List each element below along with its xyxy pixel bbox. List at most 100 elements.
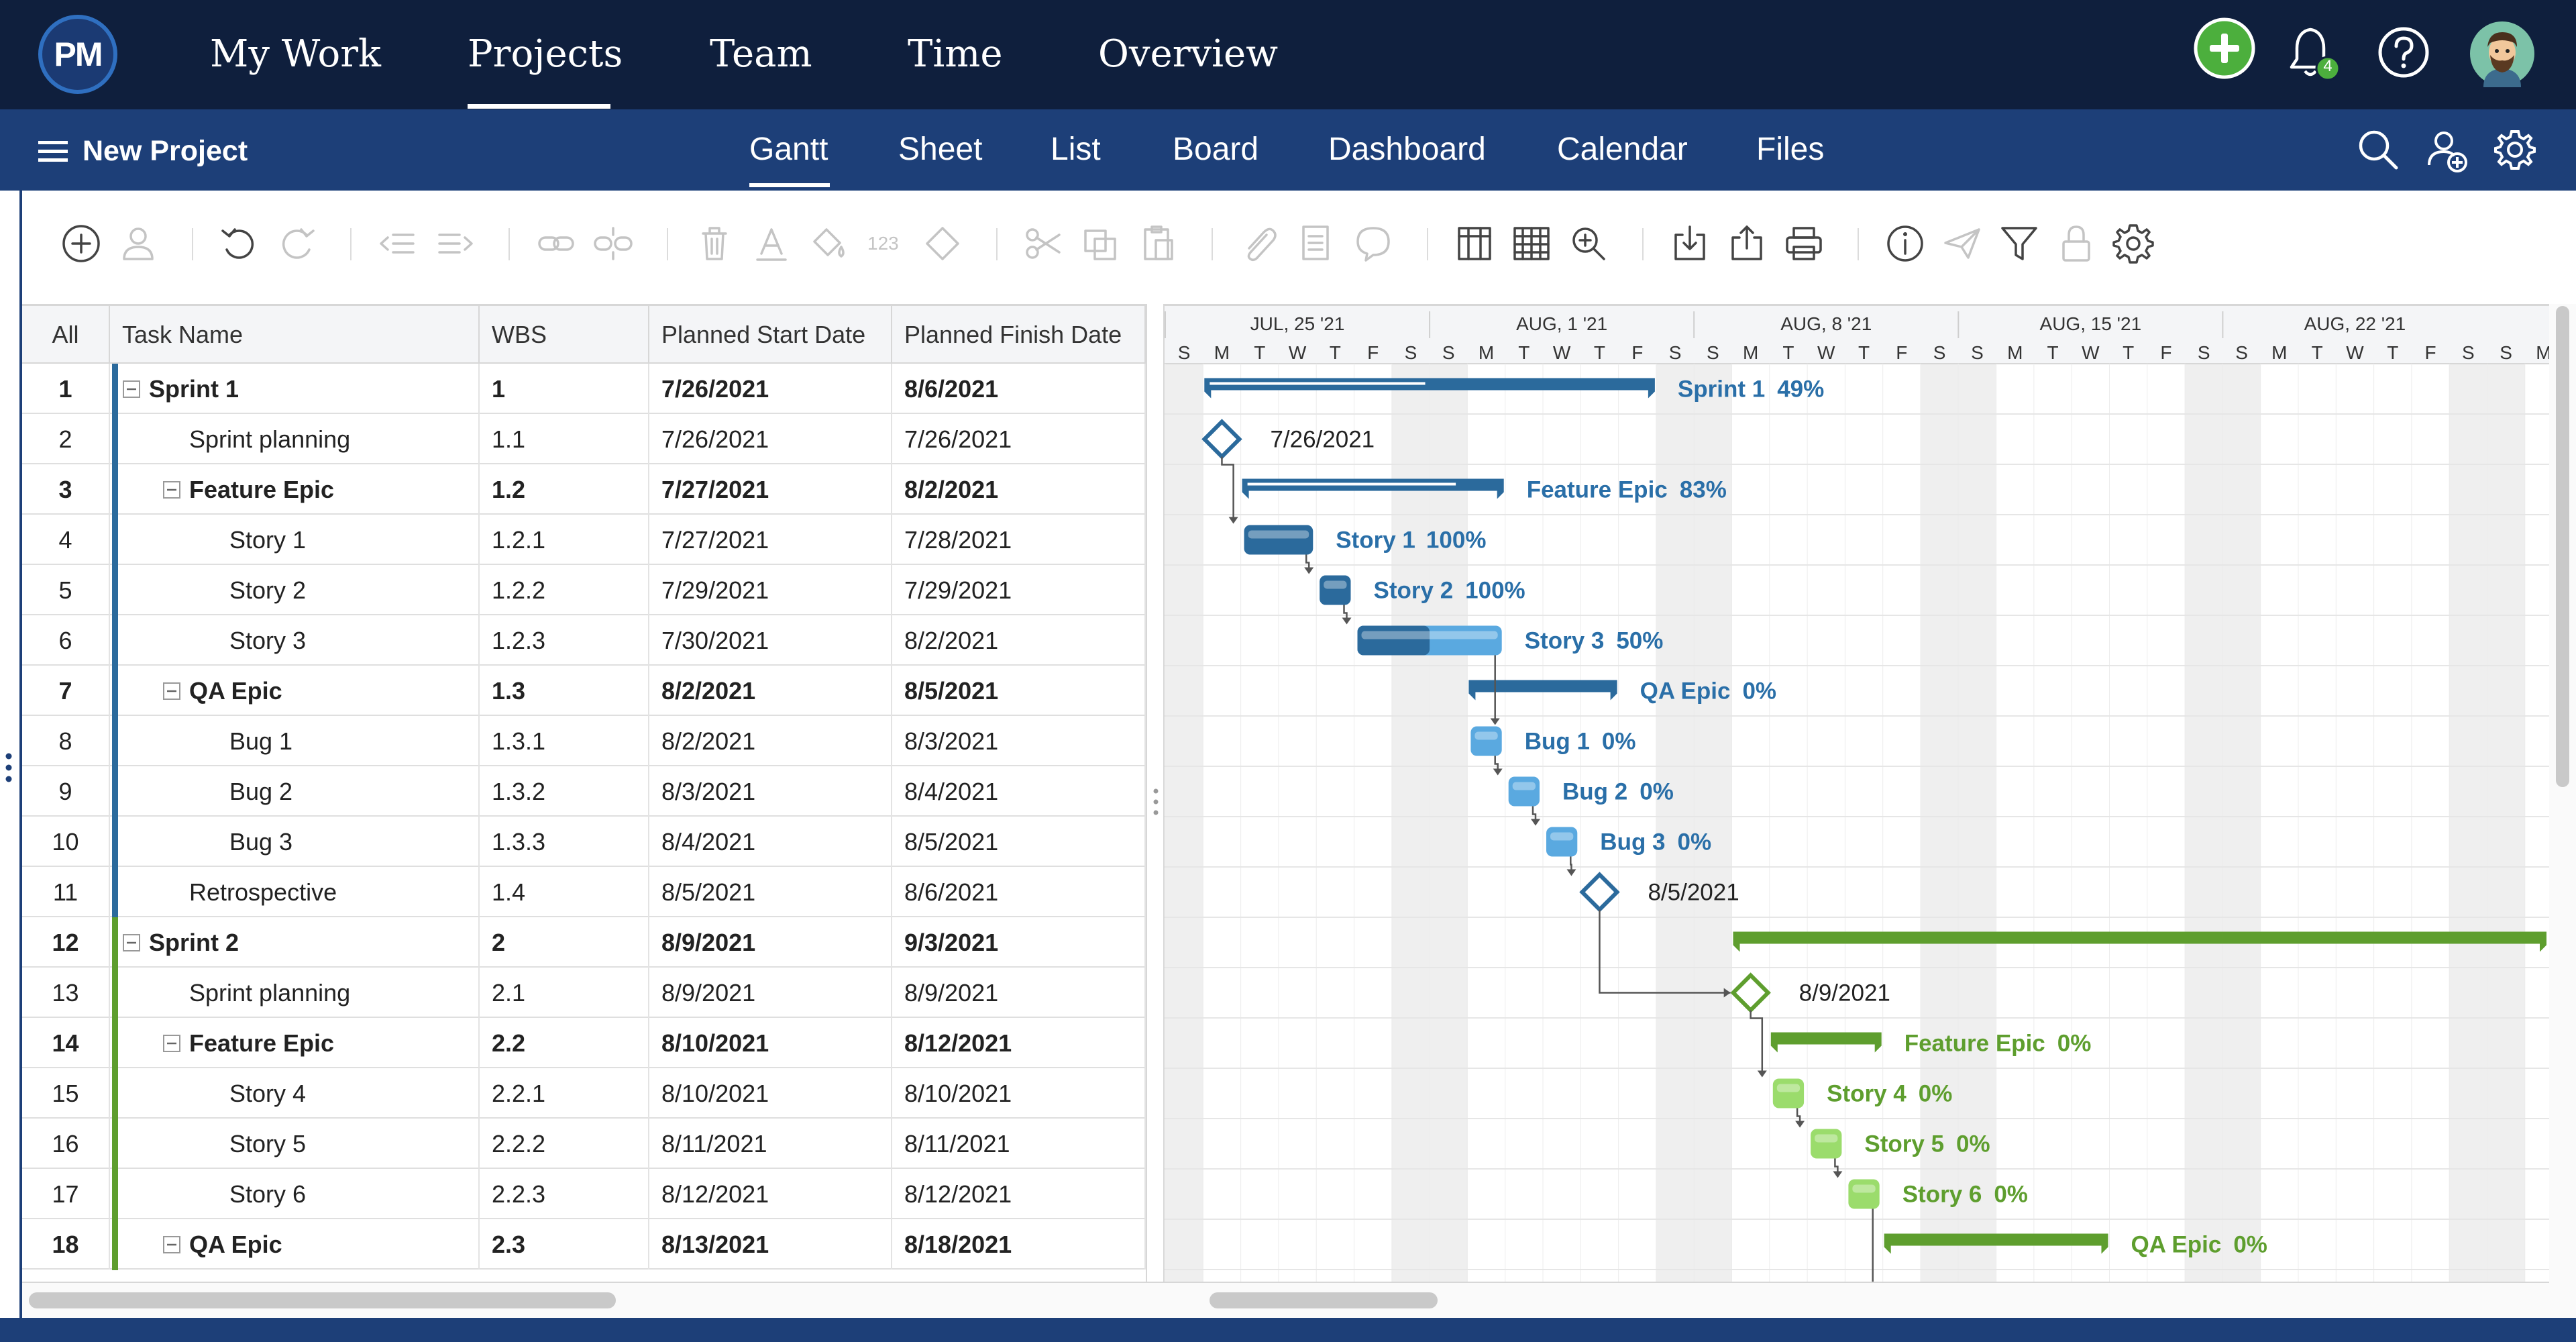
zoom-icon[interactable]	[1566, 221, 1611, 266]
table-row[interactable]: 7 QA Epic 1.3 8/2/2021 8/5/2021	[22, 666, 1146, 717]
tab-dashboard[interactable]: Dashboard	[1328, 132, 1486, 167]
summary-bar[interactable]	[1884, 1233, 2108, 1254]
planned-start-cell[interactable]: 7/27/2021	[649, 515, 892, 565]
planned-start-cell[interactable]: 7/27/2021	[649, 464, 892, 515]
planned-finish-cell[interactable]: 8/11/2021	[892, 1119, 1146, 1169]
hamburger-menu-icon[interactable]	[38, 139, 69, 163]
panel-handle-icon[interactable]	[4, 751, 13, 784]
summary-bar[interactable]	[1468, 680, 1617, 701]
task-bar[interactable]	[1244, 525, 1313, 555]
nav-time[interactable]: Time	[908, 32, 1003, 76]
task-name-cell[interactable]: Sprint planning	[110, 968, 480, 1018]
tab-files[interactable]: Files	[1756, 132, 1825, 167]
redo-icon[interactable]	[274, 221, 319, 266]
summary-bar[interactable]	[1733, 931, 2547, 952]
wbs-cell[interactable]: 2	[480, 917, 649, 968]
planned-finish-cell[interactable]: 7/26/2021	[892, 414, 1146, 464]
numbering-icon[interactable]: 123	[863, 221, 908, 266]
undo-icon[interactable]	[217, 221, 262, 266]
tab-sheet[interactable]: Sheet	[898, 132, 983, 167]
planned-start-cell[interactable]: 7/26/2021	[649, 414, 892, 464]
collapse-toggle-icon[interactable]	[162, 1235, 181, 1254]
copy-icon[interactable]	[1079, 221, 1123, 266]
table-row[interactable]: 15 Story 4 2.2.1 8/10/2021 8/10/2021	[22, 1068, 1146, 1119]
assign-user-icon[interactable]	[116, 221, 160, 266]
paste-icon[interactable]	[1136, 221, 1180, 266]
planned-start-cell[interactable]: 8/9/2021	[649, 968, 892, 1018]
help-icon[interactable]	[2377, 25, 2430, 79]
planned-finish-cell[interactable]: 9/3/2021	[892, 917, 1146, 968]
milestone-diamond[interactable]	[1201, 419, 1242, 460]
planned-start-cell[interactable]: 8/10/2021	[649, 1018, 892, 1068]
table-row[interactable]: 2 Sprint planning 1.1 7/26/2021 7/26/2021	[22, 414, 1146, 465]
task-bar[interactable]	[1546, 827, 1578, 857]
vertical-scrollbar[interactable]	[2549, 304, 2576, 1318]
collapse-toggle-icon[interactable]	[122, 933, 141, 952]
planned-start-cell[interactable]: 8/3/2021	[649, 766, 892, 817]
add-user-icon[interactable]	[2424, 127, 2471, 174]
collapse-toggle-icon[interactable]	[162, 682, 181, 701]
column-header-planned-finish-date[interactable]: Planned Finish Date	[892, 306, 1146, 364]
planned-start-cell[interactable]: 8/5/2021	[649, 867, 892, 917]
unlink-icon[interactable]	[591, 221, 635, 266]
planned-start-cell[interactable]: 8/11/2021	[649, 1119, 892, 1169]
indent-icon[interactable]	[433, 221, 477, 266]
wbs-cell[interactable]: 2.1	[480, 968, 649, 1018]
task-bar-base[interactable]	[1772, 1078, 1805, 1108]
task-bar-base[interactable]	[1811, 1129, 1842, 1159]
column-header-planned-start-date[interactable]: Planned Start Date	[649, 306, 892, 364]
planned-finish-cell[interactable]: 8/2/2021	[892, 464, 1146, 515]
outdent-icon[interactable]	[376, 221, 420, 266]
task-name-cell[interactable]: Bug 2	[110, 766, 480, 817]
vertical-scroll-thumb[interactable]	[2556, 306, 2569, 787]
planned-finish-cell[interactable]: 7/28/2021	[892, 515, 1146, 565]
table-row[interactable]: 11 Retrospective 1.4 8/5/2021 8/6/2021	[22, 867, 1146, 918]
task-name-cell[interactable]: Feature Epic	[110, 464, 480, 515]
planned-finish-cell[interactable]: 8/18/2021	[892, 1219, 1146, 1270]
lock-icon[interactable]	[2054, 221, 2098, 266]
task-name-cell[interactable]: Sprint 1	[110, 364, 480, 414]
wbs-cell[interactable]: 1.3.3	[480, 817, 649, 867]
planned-start-cell[interactable]: 8/9/2021	[649, 917, 892, 968]
attachment-icon[interactable]	[1237, 221, 1281, 266]
settings-gear-icon[interactable]	[2493, 127, 2537, 172]
task-name-cell[interactable]: Story 1	[110, 515, 480, 565]
import-icon[interactable]	[1668, 221, 1712, 266]
planned-start-cell[interactable]: 8/13/2021	[649, 1219, 892, 1270]
planned-finish-cell[interactable]: 8/5/2021	[892, 666, 1146, 716]
column-header-task-name[interactable]: Task Name	[110, 306, 480, 364]
task-bar[interactable]	[1772, 1078, 1805, 1108]
wbs-cell[interactable]: 1.3.1	[480, 716, 649, 766]
planned-start-cell[interactable]: 8/2/2021	[649, 716, 892, 766]
planned-finish-cell[interactable]: 8/2/2021	[892, 615, 1146, 666]
task-name-cell[interactable]: Story 5	[110, 1119, 480, 1169]
wbs-cell[interactable]: 1	[480, 364, 649, 414]
comment-icon[interactable]	[1351, 221, 1395, 266]
cut-icon[interactable]	[1022, 221, 1066, 266]
gantt-horizontal-scroll-thumb[interactable]	[1210, 1292, 1438, 1308]
task-name-cell[interactable]: QA Epic	[110, 1219, 480, 1270]
wbs-cell[interactable]: 1.2.3	[480, 615, 649, 666]
task-bar-base[interactable]	[1848, 1179, 1880, 1209]
planned-start-cell[interactable]: 8/12/2021	[649, 1169, 892, 1219]
tab-calendar[interactable]: Calendar	[1557, 132, 1688, 167]
column-header-all[interactable]: All	[22, 306, 110, 364]
task-name-cell[interactable]: Feature Epic	[110, 1018, 480, 1068]
add-new-icon[interactable]	[2194, 17, 2255, 79]
collapse-toggle-icon[interactable]	[162, 1034, 181, 1053]
task-name-cell[interactable]: Story 2	[110, 565, 480, 615]
summary-bar-shape[interactable]	[1468, 680, 1617, 701]
summary-bar-shape[interactable]	[1884, 1233, 2108, 1254]
planned-finish-cell[interactable]: 8/12/2021	[892, 1169, 1146, 1219]
task-bar-base[interactable]	[1470, 726, 1502, 756]
nav-projects[interactable]: Projects	[468, 32, 623, 76]
tab-list[interactable]: List	[1051, 132, 1101, 167]
planned-finish-cell[interactable]: 8/6/2021	[892, 364, 1146, 414]
table-row[interactable]: 18 QA Epic 2.3 8/13/2021 8/18/2021	[22, 1219, 1146, 1270]
summary-bar[interactable]	[1204, 378, 1655, 399]
wbs-cell[interactable]: 1.4	[480, 867, 649, 917]
wbs-cell[interactable]: 1.2	[480, 464, 649, 515]
task-bar[interactable]	[1470, 726, 1502, 756]
task-name-cell[interactable]: Sprint planning	[110, 414, 480, 464]
planned-start-cell[interactable]: 8/10/2021	[649, 1068, 892, 1119]
